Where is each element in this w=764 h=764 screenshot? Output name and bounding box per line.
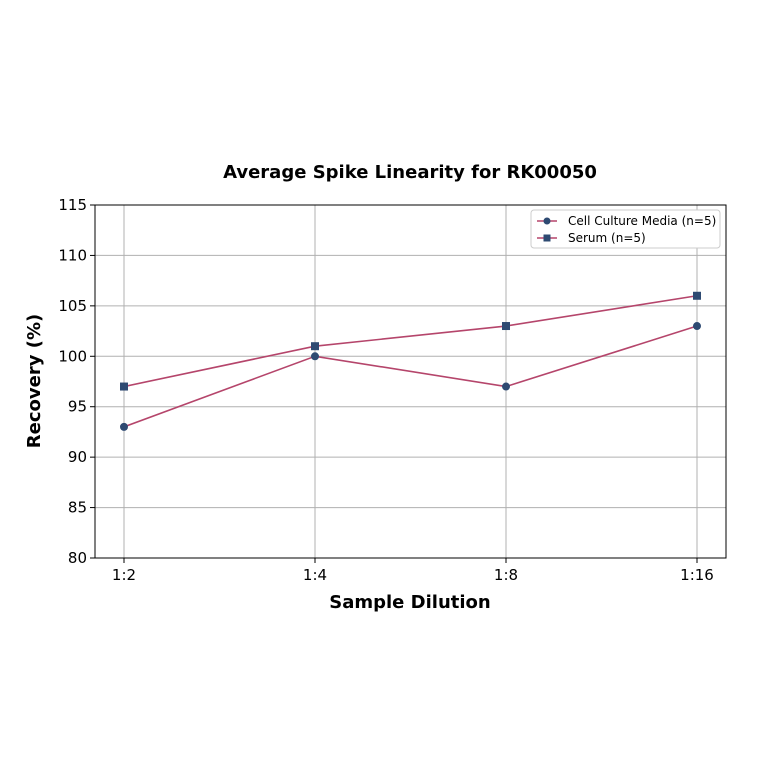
x-tick-label: 1:2 <box>112 566 136 584</box>
x-axis-ticks: 1:2 1:4 1:8 1:16 <box>112 558 714 584</box>
circle-marker-icon <box>120 422 128 431</box>
circle-marker-icon <box>311 352 319 361</box>
y-axis-label: Recovery (%) <box>24 314 45 448</box>
square-marker-icon <box>120 382 128 391</box>
legend-entry-label: Serum (n=5) <box>568 231 646 245</box>
square-marker-icon <box>311 342 319 351</box>
legend-box <box>530 209 721 249</box>
x-tick-label: 1:4 <box>303 566 327 584</box>
plot-frame <box>94 204 727 559</box>
x-tick-label: 1:16 <box>680 566 714 584</box>
series-cell-culture-media <box>120 322 701 431</box>
y-tick-label: 115 <box>58 196 87 214</box>
square-marker-icon <box>502 322 510 331</box>
y-tick-label: 90 <box>68 448 87 466</box>
y-tick-label: 80 <box>68 549 87 567</box>
legend-entry-label: Cell Culture Media (n=5) <box>568 214 716 228</box>
square-marker-icon <box>693 291 701 300</box>
circle-marker-icon <box>502 382 510 391</box>
chart-title: Average Spike Linearity for RK00050 <box>223 162 597 183</box>
square-marker-icon <box>543 234 551 242</box>
y-tick-label: 105 <box>58 297 87 315</box>
series-line <box>123 294 698 388</box>
circle-marker-icon <box>543 217 551 225</box>
y-tick-label: 95 <box>68 398 87 416</box>
y-tick-label: 85 <box>68 499 87 517</box>
series-line <box>123 325 698 428</box>
series-serum <box>120 291 701 391</box>
data-series <box>120 291 701 431</box>
y-axis-ticks: 80 85 90 95 100 105 110 115 <box>58 196 95 567</box>
x-tick-label: 1:8 <box>494 566 518 584</box>
grid-lines <box>95 204 726 559</box>
y-tick-label: 100 <box>58 347 87 365</box>
y-tick-label: 110 <box>58 246 87 264</box>
legend: Cell Culture Media (n=5) Serum (n=5) <box>530 209 721 249</box>
x-axis-label: Sample Dilution <box>329 592 490 613</box>
circle-marker-icon <box>693 322 701 331</box>
